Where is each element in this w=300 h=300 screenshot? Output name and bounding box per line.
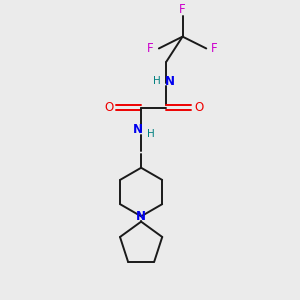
Text: F: F	[179, 3, 186, 16]
Text: H: H	[153, 76, 161, 86]
Text: O: O	[104, 101, 113, 114]
Text: O: O	[194, 101, 203, 114]
Text: N: N	[136, 210, 146, 223]
Text: H: H	[147, 129, 154, 139]
Text: N: N	[165, 74, 175, 88]
Text: N: N	[133, 123, 142, 136]
Text: F: F	[211, 42, 218, 55]
Text: F: F	[147, 42, 154, 55]
